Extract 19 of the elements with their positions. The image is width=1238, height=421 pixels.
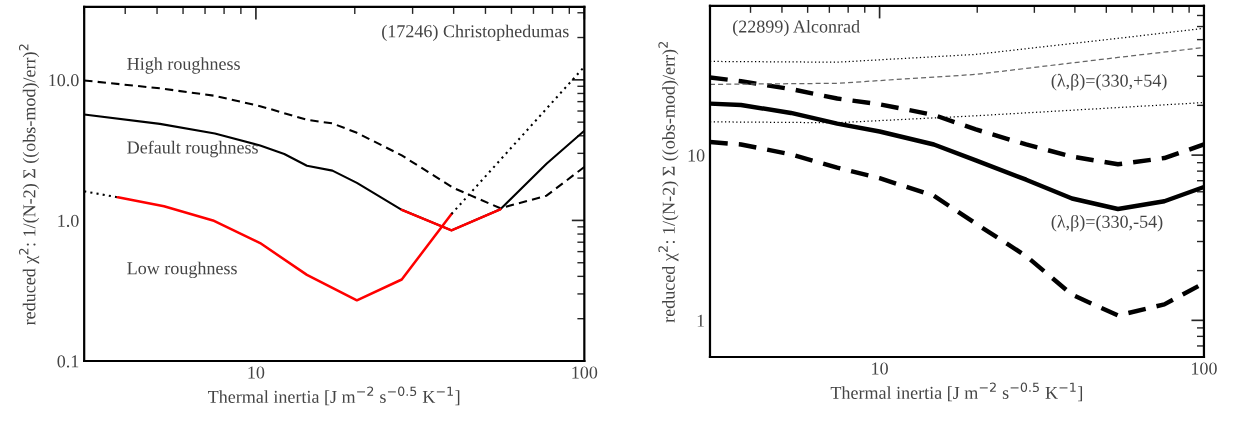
series-label: High roughness: [127, 57, 240, 74]
x-axis-title: Thermal inertia [J m$^{−2}$ s$^{−0.5}$ K$^{−1}$]: [208, 386, 460, 406]
series-label: Low roughness: [127, 261, 237, 279]
text: (17246) Christophedumas: [382, 24, 569, 42]
x-tick-label: 100: [1192, 362, 1217, 375]
y-tick-label: 10.0: [49, 74, 79, 87]
series-label: (λ,β)=(330,+54): [1051, 73, 1167, 91]
x-tick-label: 100: [572, 366, 598, 379]
y-tick-label: 1: [697, 314, 705, 327]
series-label: Default roughness: [127, 140, 258, 158]
x-axis-title: Thermal inertia [J m$^{−2}$ s$^{−0.5}$ K$^{−1}$]: [830, 382, 1083, 402]
x-tick-label: 10: [872, 362, 888, 375]
y-axis-title: reduced χ$^{2}$: 1/(N-2) Σ ((obs-mod)/err)$^{2}$: [18, 44, 40, 325]
series-label: (λ,β)=(330,-54): [1051, 214, 1163, 232]
y-tick-label: 1.0: [58, 214, 79, 227]
y-axis-title: reduced χ$^{2}$: 1/(N-2) Σ ((obs-mod)/err)$^{2}$: [658, 41, 679, 323]
text: (22899) Alconrad: [733, 19, 860, 37]
y-tick-label: 0.1: [57, 355, 79, 368]
x-tick-label: 10: [248, 366, 265, 379]
